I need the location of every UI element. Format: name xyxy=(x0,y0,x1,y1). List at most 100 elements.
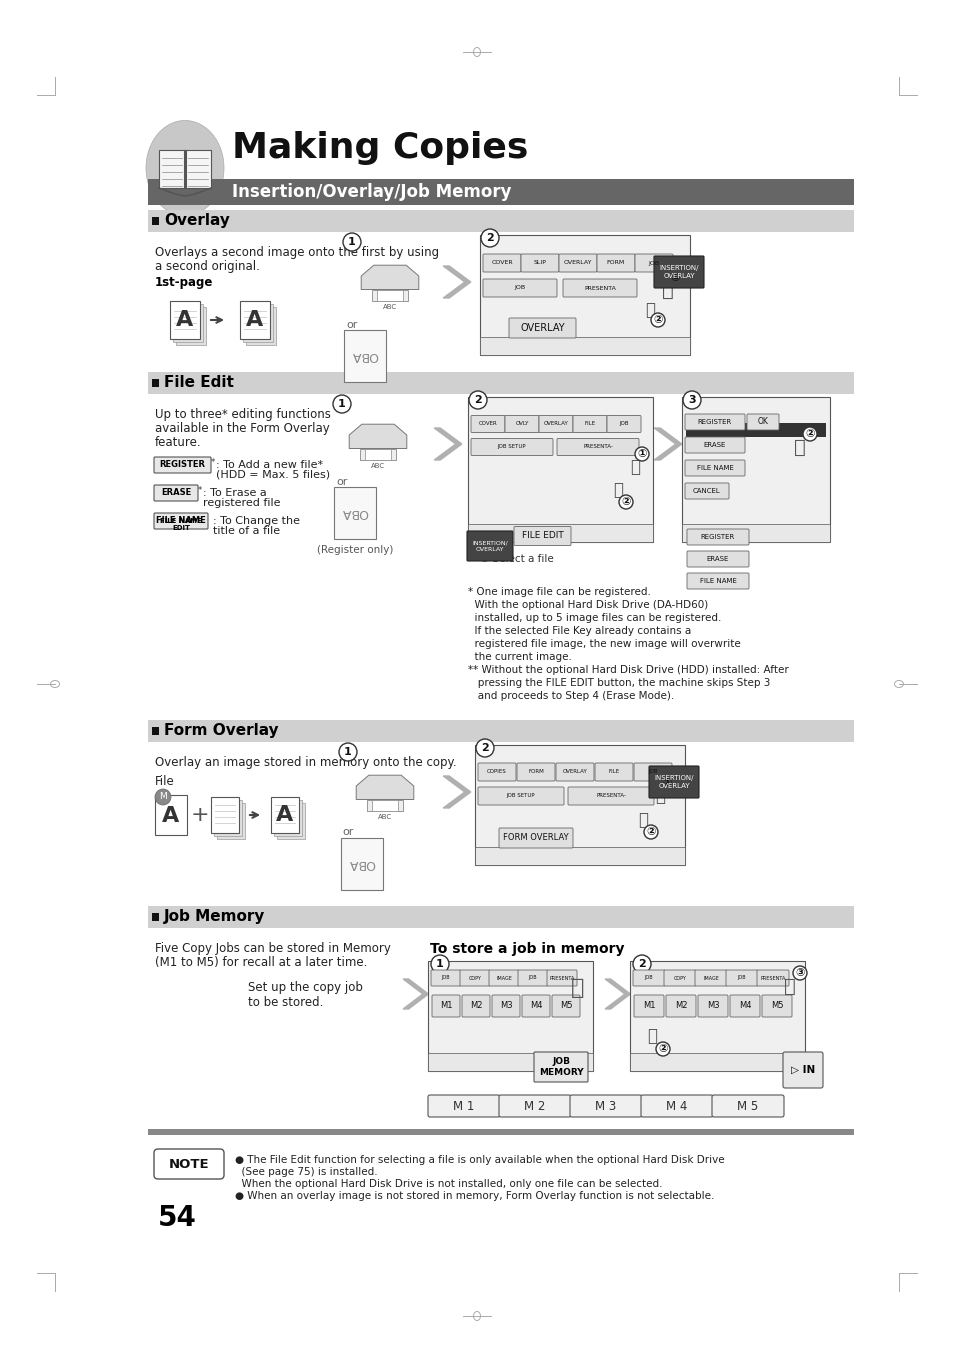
Circle shape xyxy=(618,495,633,509)
Bar xyxy=(148,372,853,394)
Text: OVERLAY: OVERLAY xyxy=(543,421,568,427)
Bar xyxy=(152,726,159,735)
Text: M2: M2 xyxy=(469,1001,482,1011)
FancyBboxPatch shape xyxy=(629,1053,804,1071)
Text: ②: ② xyxy=(645,828,655,837)
Text: 1: 1 xyxy=(436,959,443,969)
Circle shape xyxy=(480,228,498,248)
Text: M3: M3 xyxy=(706,1001,719,1011)
FancyBboxPatch shape xyxy=(153,513,208,529)
FancyBboxPatch shape xyxy=(468,524,652,542)
Text: ③: ③ xyxy=(795,969,803,978)
Text: +: + xyxy=(191,804,209,825)
FancyBboxPatch shape xyxy=(514,527,571,546)
Text: JOB: JOB xyxy=(648,769,657,774)
FancyBboxPatch shape xyxy=(159,150,184,187)
Text: PRESENTA: PRESENTA xyxy=(583,286,616,290)
Text: JOB: JOB xyxy=(514,286,525,290)
Polygon shape xyxy=(359,449,395,460)
Bar xyxy=(148,211,853,233)
Text: COVER: COVER xyxy=(478,421,497,427)
FancyBboxPatch shape xyxy=(573,416,606,432)
FancyBboxPatch shape xyxy=(431,970,460,986)
Text: pressing the FILE EDIT button, the machine skips Step 3: pressing the FILE EDIT button, the machi… xyxy=(468,679,770,688)
FancyBboxPatch shape xyxy=(681,397,829,542)
Polygon shape xyxy=(654,428,681,460)
Bar xyxy=(152,912,159,921)
Polygon shape xyxy=(403,979,428,1010)
Text: ✋: ✋ xyxy=(783,977,795,996)
FancyBboxPatch shape xyxy=(377,290,402,301)
FancyBboxPatch shape xyxy=(274,800,302,836)
Text: INSERTION/
OVERLAY: INSERTION/ OVERLAY xyxy=(654,776,693,789)
Text: With the optional Hard Disk Drive (DA-HD60): With the optional Hard Disk Drive (DA-HD… xyxy=(468,601,707,610)
Text: registered file: registered file xyxy=(203,498,280,508)
FancyBboxPatch shape xyxy=(432,995,459,1016)
Text: Five Copy Jobs can be stored in Memory: Five Copy Jobs can be stored in Memory xyxy=(154,943,391,955)
FancyBboxPatch shape xyxy=(711,1094,783,1118)
Text: M1: M1 xyxy=(439,1001,452,1011)
Text: PRESENTA: PRESENTA xyxy=(549,975,574,981)
Text: ②: ② xyxy=(620,497,630,508)
Circle shape xyxy=(431,955,449,973)
Circle shape xyxy=(667,271,681,285)
Text: ● When an overlay image is not stored in memory, Form Overlay function is not se: ● When an overlay image is not stored in… xyxy=(234,1192,714,1201)
FancyBboxPatch shape xyxy=(186,150,211,187)
Text: Form Overlay: Form Overlay xyxy=(164,724,278,739)
Text: 1: 1 xyxy=(337,399,346,409)
FancyBboxPatch shape xyxy=(634,763,671,781)
FancyBboxPatch shape xyxy=(170,301,200,339)
Text: JOB: JOB xyxy=(648,260,659,265)
FancyBboxPatch shape xyxy=(246,306,275,345)
Circle shape xyxy=(656,1042,669,1056)
FancyBboxPatch shape xyxy=(686,529,748,544)
FancyBboxPatch shape xyxy=(684,483,728,499)
FancyBboxPatch shape xyxy=(635,254,672,272)
Text: M 5: M 5 xyxy=(737,1100,758,1112)
FancyBboxPatch shape xyxy=(597,254,635,272)
Text: INSERTION/
OVERLAY: INSERTION/ OVERLAY xyxy=(659,265,698,279)
Text: REGISTER: REGISTER xyxy=(700,534,735,540)
Text: ✋: ✋ xyxy=(646,1027,657,1045)
FancyBboxPatch shape xyxy=(477,763,516,781)
FancyBboxPatch shape xyxy=(498,1094,571,1118)
Text: M3: M3 xyxy=(499,1001,512,1011)
Bar xyxy=(148,179,853,205)
Text: ABC: ABC xyxy=(377,814,392,819)
Text: ①: ① xyxy=(661,778,671,788)
Text: ✋: ✋ xyxy=(793,438,805,457)
FancyBboxPatch shape xyxy=(344,330,386,382)
FancyBboxPatch shape xyxy=(477,787,563,804)
Circle shape xyxy=(469,391,486,409)
Text: JOB: JOB xyxy=(737,975,745,981)
FancyBboxPatch shape xyxy=(757,970,788,986)
Text: A: A xyxy=(276,804,294,825)
Circle shape xyxy=(802,427,816,440)
FancyBboxPatch shape xyxy=(556,763,594,781)
Circle shape xyxy=(659,776,673,789)
Text: ABC: ABC xyxy=(382,304,396,309)
FancyBboxPatch shape xyxy=(569,1094,641,1118)
FancyBboxPatch shape xyxy=(557,439,639,456)
FancyBboxPatch shape xyxy=(663,970,696,986)
FancyBboxPatch shape xyxy=(213,800,242,836)
FancyBboxPatch shape xyxy=(276,803,305,839)
Bar xyxy=(148,906,853,928)
FancyBboxPatch shape xyxy=(428,1094,499,1118)
Text: M 4: M 4 xyxy=(665,1100,687,1112)
Text: FORM: FORM xyxy=(606,260,624,265)
Text: FILE NAME: FILE NAME xyxy=(160,518,202,524)
Text: Overlay: Overlay xyxy=(164,213,230,228)
Text: M 3: M 3 xyxy=(595,1100,616,1112)
Polygon shape xyxy=(372,290,408,301)
Text: ✋: ✋ xyxy=(629,458,639,476)
Text: IMAGE: IMAGE xyxy=(702,975,719,981)
Polygon shape xyxy=(367,799,402,811)
Text: M: M xyxy=(159,792,167,802)
FancyBboxPatch shape xyxy=(479,235,689,356)
Circle shape xyxy=(154,789,171,804)
Text: title of a file: title of a file xyxy=(213,527,280,536)
FancyBboxPatch shape xyxy=(459,970,490,986)
Text: OBA: OBA xyxy=(348,858,375,870)
Text: M5: M5 xyxy=(559,1001,572,1011)
